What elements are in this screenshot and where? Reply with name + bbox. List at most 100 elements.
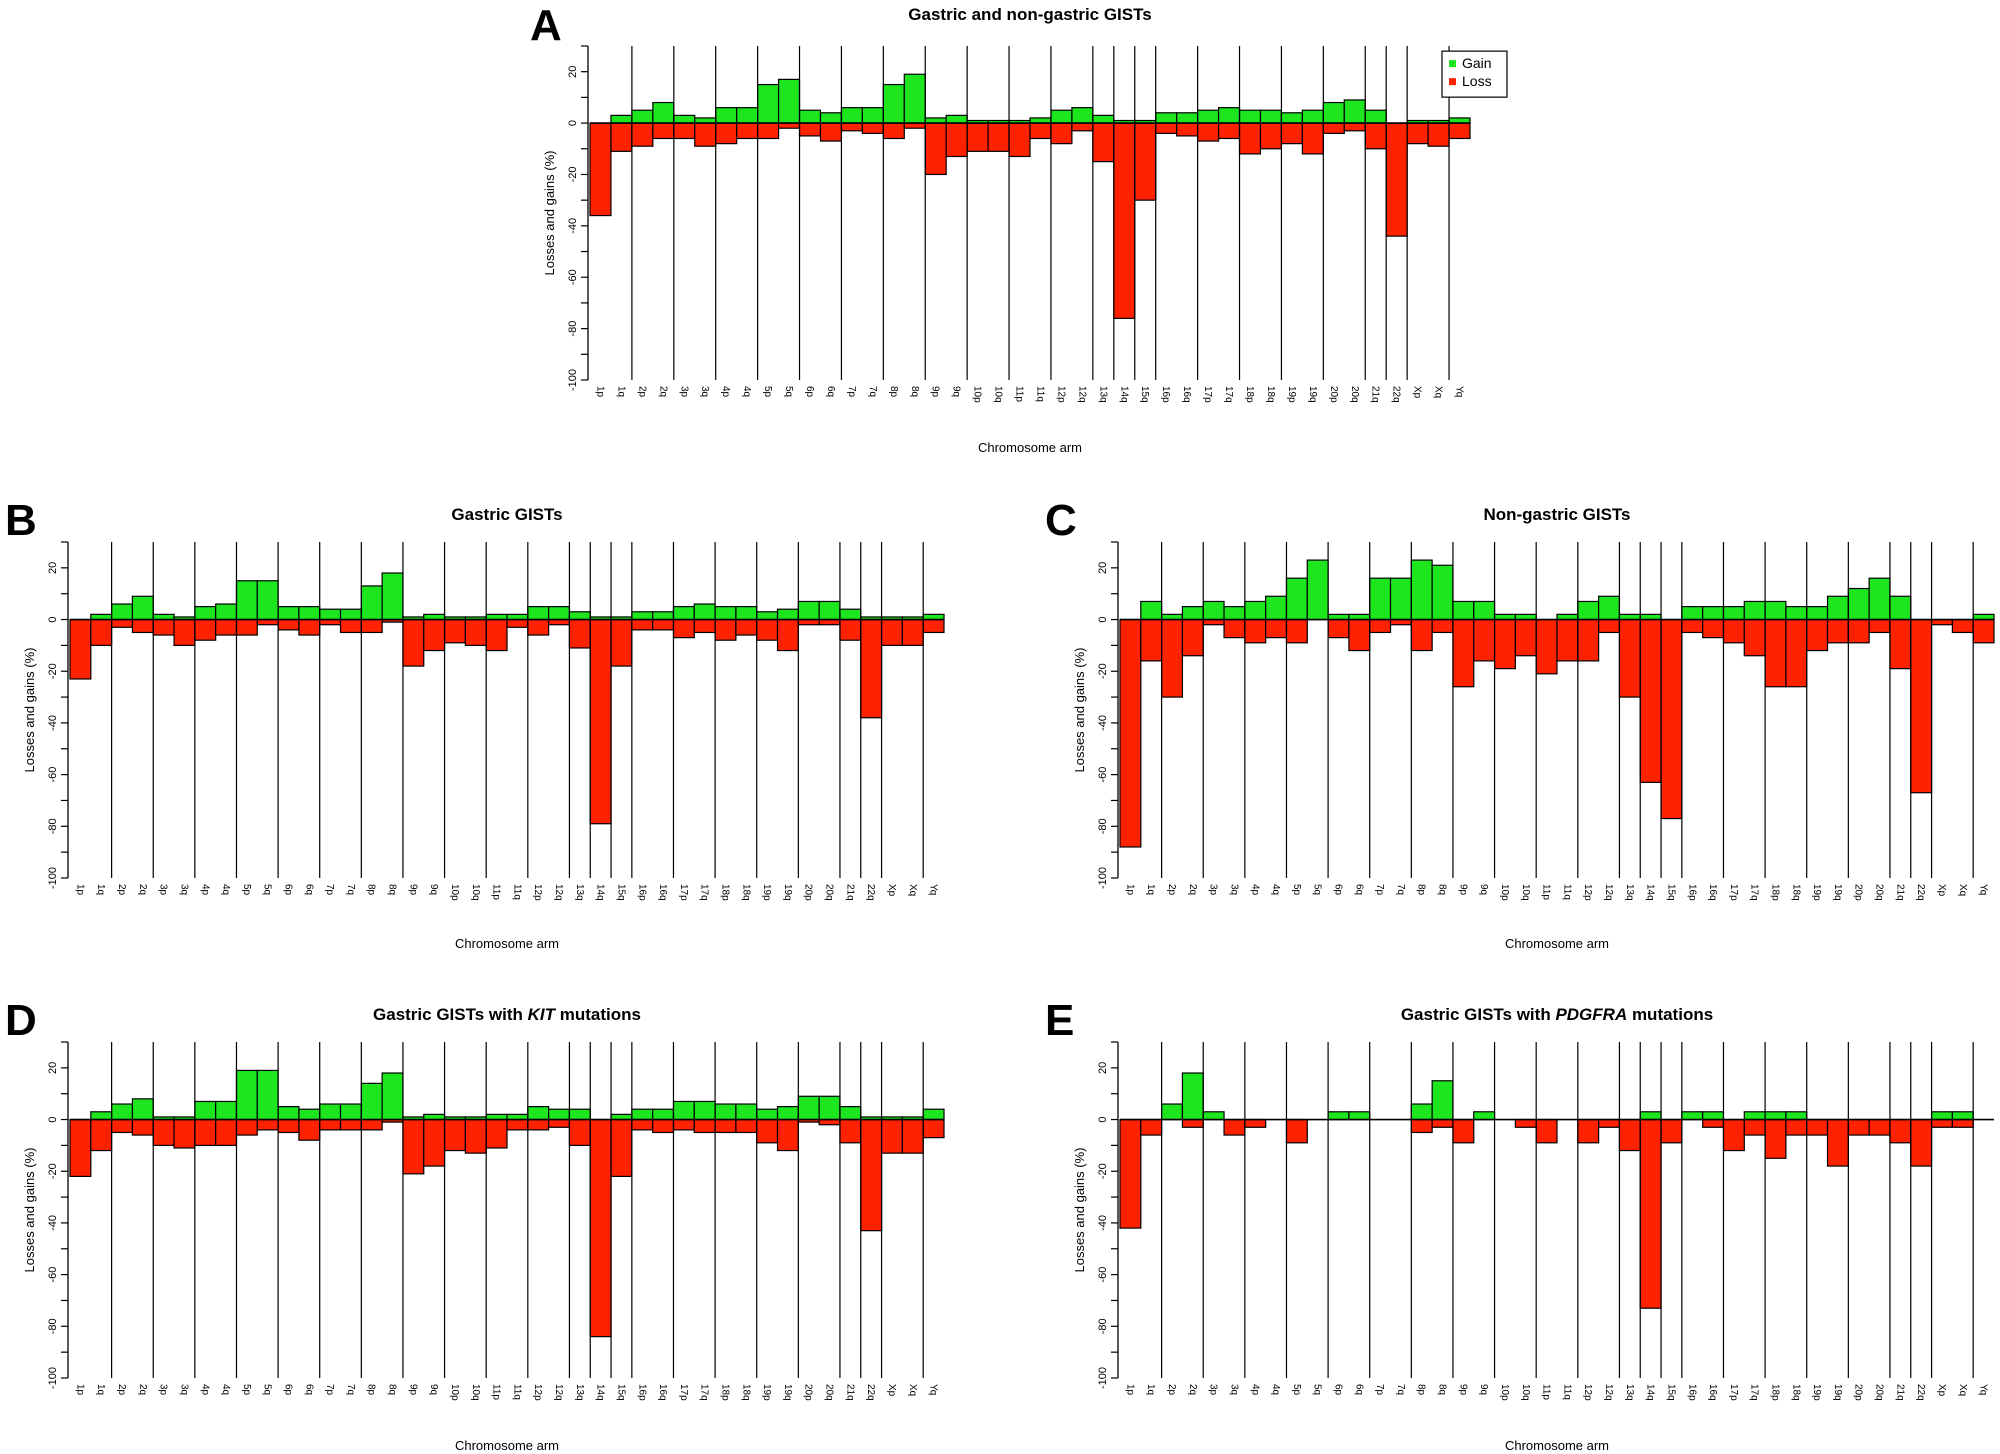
loss-bar-2p bbox=[111, 1118, 134, 1134]
loss-bar-Yq bbox=[922, 1118, 945, 1139]
loss-bar-16q bbox=[1702, 618, 1725, 639]
x-tick-label: 12p bbox=[1582, 1384, 1593, 1401]
loss-bar-22q bbox=[1910, 1118, 1933, 1167]
loss-bar-1p bbox=[589, 122, 612, 217]
x-tick-label: 12q bbox=[553, 1384, 564, 1401]
loss-bar-6p bbox=[798, 122, 822, 137]
x-tick-label: 18p bbox=[1244, 386, 1255, 403]
y-tick-label: 20 bbox=[47, 1062, 59, 1074]
gain-bar-19p bbox=[1280, 112, 1303, 124]
loss-bar-1q bbox=[90, 1118, 113, 1152]
gain-bar-20p bbox=[1847, 587, 1870, 621]
y-tick-label: -80 bbox=[47, 1318, 59, 1334]
gain-bar-4p bbox=[1244, 600, 1267, 621]
loss-bar-2q bbox=[652, 122, 675, 140]
gain-bar-21q bbox=[839, 608, 862, 621]
gain-bar-17p bbox=[1197, 109, 1220, 124]
panel-A: A Gastric and non-gastric GISTs 20 0 -20 -40 -… bbox=[530, 1, 1508, 455]
loss-bar-3q bbox=[173, 618, 196, 646]
x-tick-label: 19q bbox=[782, 884, 793, 901]
loss-bar-9q bbox=[423, 1118, 446, 1167]
gain-bar-2p bbox=[111, 1103, 134, 1121]
gain-bar-18p bbox=[1238, 109, 1262, 124]
loss-bar-20p bbox=[1847, 618, 1870, 644]
gain-bar-5p bbox=[235, 1069, 258, 1121]
gain-bar-16q bbox=[652, 1108, 675, 1121]
loss-bar-Yq bbox=[1972, 618, 1995, 644]
gain-bar-2q bbox=[1181, 606, 1204, 621]
loss-bar-11p bbox=[1535, 618, 1558, 675]
loss-bar-13q bbox=[1618, 1118, 1641, 1152]
loss-bar-14q bbox=[589, 618, 612, 825]
gain-bar-17p bbox=[672, 606, 695, 621]
y-axis-label: Losses and gains (%) bbox=[1072, 647, 1087, 772]
x-tick-label: 4p bbox=[199, 1384, 210, 1396]
x-tick-label: 17p bbox=[678, 1384, 689, 1401]
gain-bar-6p bbox=[277, 606, 300, 621]
gain-bar-16p bbox=[1681, 606, 1704, 621]
gain-bar-16q bbox=[1176, 112, 1199, 124]
loss-bar-13q bbox=[568, 618, 591, 649]
loss-bar-10q bbox=[987, 122, 1010, 152]
loss-bar-16q bbox=[1702, 1118, 1725, 1128]
x-tick-label: 10q bbox=[1520, 1384, 1531, 1401]
loss-bar-3p bbox=[152, 618, 175, 636]
loss-bar-Xp bbox=[880, 618, 903, 646]
x-tick-label: 12q bbox=[1603, 884, 1614, 901]
panel-letter: A bbox=[530, 1, 562, 50]
y-tick-label: 0 bbox=[1097, 1116, 1109, 1122]
x-tick-label: 5p bbox=[1291, 1384, 1302, 1396]
gain-bar-8q bbox=[1431, 1080, 1454, 1121]
panel-B: B Gastric GISTs 20 0 -20 -40 -60 -80 -100 Losses … bbox=[5, 496, 945, 951]
loss-bar-4p bbox=[194, 1118, 217, 1146]
x-tick-label: 2q bbox=[137, 884, 148, 895]
y-tick-label: -80 bbox=[567, 321, 579, 337]
x-tick-label: 18p bbox=[720, 1384, 731, 1401]
x-tick-label: 3q bbox=[1228, 884, 1239, 895]
x-tick-label: 22q bbox=[865, 1384, 876, 1401]
gain-bar-18q bbox=[1785, 1111, 1808, 1121]
x-tick-label: 3q bbox=[699, 386, 710, 397]
gain-bar-5q bbox=[1306, 559, 1329, 621]
loss-bar-6p bbox=[1327, 618, 1350, 639]
x-tick-label: 16q bbox=[657, 1384, 668, 1401]
legend-entry: Loss bbox=[1462, 73, 1492, 89]
gain-bar-21q bbox=[839, 1106, 862, 1121]
loss-bar-16p bbox=[631, 1118, 654, 1131]
x-tick-label: 22q bbox=[1915, 884, 1926, 901]
gain-bar-4q bbox=[215, 1100, 238, 1121]
loss-bar-7q bbox=[339, 1118, 362, 1131]
loss-bar-19p bbox=[1806, 1118, 1829, 1136]
loss-bar-2p bbox=[631, 122, 654, 147]
x-tick-label: 16p bbox=[1686, 884, 1697, 901]
loss-bar-Yq bbox=[922, 618, 945, 634]
x-tick-label: 19q bbox=[1832, 884, 1843, 901]
gain-bar-9q bbox=[1473, 1111, 1496, 1121]
x-tick-label: 8p bbox=[366, 1384, 377, 1396]
x-tick-label: 6p bbox=[804, 386, 815, 398]
loss-bar-16p bbox=[1155, 122, 1178, 134]
x-tick-label: 3p bbox=[158, 884, 169, 896]
y-tick-label: -20 bbox=[1097, 663, 1109, 679]
loss-bar-20q bbox=[1868, 618, 1891, 634]
loss-bar-18p bbox=[1764, 1118, 1787, 1159]
x-tick-label: 16q bbox=[1707, 884, 1718, 901]
loss-bar-19q bbox=[1826, 618, 1849, 644]
loss-bar-10p bbox=[443, 618, 466, 644]
x-tick-label: 17p bbox=[1202, 386, 1213, 403]
gain-bar-2p bbox=[1161, 1103, 1184, 1121]
x-tick-label: 21q bbox=[1370, 386, 1381, 403]
y-tick-label: -100 bbox=[47, 867, 59, 889]
loss-bar-12q bbox=[1071, 122, 1094, 132]
y-axis-label: Losses and gains (%) bbox=[22, 1147, 37, 1272]
loss-bar-7p bbox=[840, 122, 863, 132]
loss-bar-6p bbox=[277, 1118, 300, 1134]
x-tick-label: 8q bbox=[1437, 1384, 1448, 1395]
x-tick-label: 20p bbox=[1853, 1384, 1864, 1401]
loss-bar-9p bbox=[1452, 618, 1475, 688]
panel-title: Gastric and non-gastric GISTs bbox=[908, 5, 1151, 24]
loss-bar-5q bbox=[256, 1118, 279, 1131]
loss-bar-3p bbox=[673, 122, 696, 140]
loss-bar-18q bbox=[1785, 618, 1808, 688]
gain-bar-6q bbox=[819, 112, 843, 124]
